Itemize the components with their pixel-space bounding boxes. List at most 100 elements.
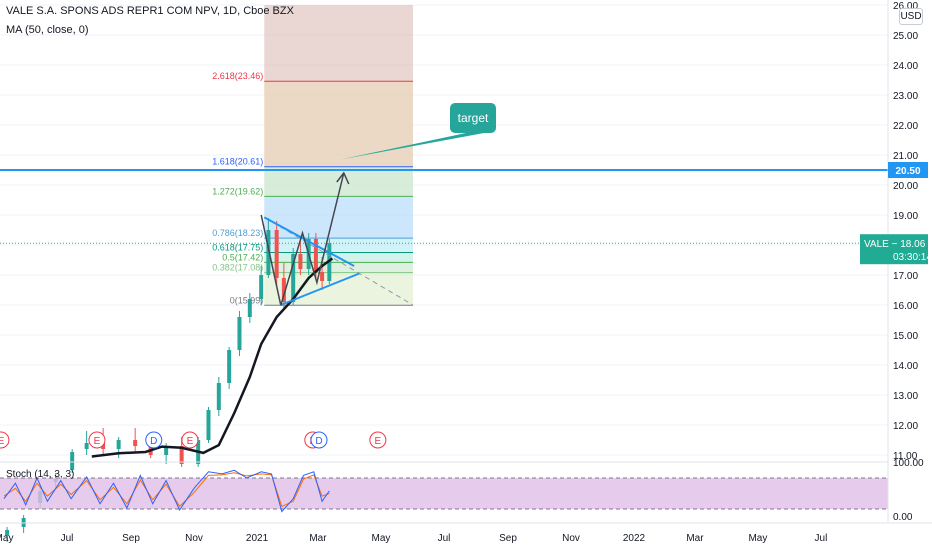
event-marker-label: E <box>375 436 382 447</box>
event-markers: EEDEEDE <box>0 431 387 449</box>
fib-level-label: 2.618(23.46) <box>212 71 263 81</box>
candle-body <box>247 299 252 317</box>
price-tick-label: 16.00 <box>893 301 918 312</box>
candle-body <box>227 350 232 383</box>
time-tick-label: Jul <box>815 533 828 544</box>
candle-body <box>164 446 169 455</box>
price-tick-label: 12.00 <box>893 421 918 432</box>
price-tick-label: 26.00 <box>893 1 918 12</box>
candle-body <box>313 239 318 272</box>
wedge-lower-line <box>280 272 360 306</box>
candle-body <box>281 278 286 302</box>
candle-body <box>266 230 271 275</box>
osc-tick-label: 0.00 <box>893 512 913 523</box>
horizontal-line-drawing <box>0 169 888 244</box>
price-tick-label: 23.00 <box>893 91 918 102</box>
time-tick-label: Mar <box>309 533 327 544</box>
price-labels: 20.50 VALE − 18.06 03:30:14 <box>860 162 932 265</box>
time-tick-label: Mar <box>686 533 704 544</box>
osc-tick-label: 100.00 <box>893 458 924 469</box>
price-tick-label: 25.00 <box>893 31 918 42</box>
price-tick-label: 22.00 <box>893 121 918 132</box>
arrow-head <box>336 171 350 185</box>
price-tick-label: 15.00 <box>893 331 918 342</box>
fib-level-label: 0(15.99) <box>230 295 264 305</box>
time-tick-label: Sep <box>122 533 140 544</box>
fib-level-label: 1.272(19.62) <box>212 186 263 196</box>
candle-body <box>206 410 211 440</box>
event-marker-circle <box>145 431 163 449</box>
event-marker-label: D <box>315 436 322 447</box>
candle-body <box>101 443 106 449</box>
event-marker-circle <box>369 431 387 449</box>
event-marker-label: D <box>150 436 157 447</box>
indicator-title[interactable]: MA (50, close, 0) <box>6 24 89 36</box>
event-marker-circle <box>0 431 10 449</box>
fib-level-label: 0.618(17.75) <box>212 243 263 253</box>
fib-level-label: 1.618(20.61) <box>212 157 263 167</box>
time-tick-label: 2022 <box>623 533 646 544</box>
wedge-upper-line <box>263 216 355 267</box>
event-marker-circle <box>88 431 106 449</box>
stoch-title: Stoch (14, 3, 3) <box>6 469 74 480</box>
time-tick-label: Nov <box>562 533 580 544</box>
last-price-tag <box>860 234 928 265</box>
last-price-countdown: 03:30:14 <box>893 252 932 263</box>
candle-body <box>133 440 138 446</box>
fib-level-label: 0.5(17.42) <box>222 252 263 262</box>
time-tick-label: May <box>372 533 391 544</box>
price-tick-label: 17.00 <box>893 271 918 282</box>
candle-body <box>216 383 221 410</box>
time-tick-label: May <box>748 533 767 544</box>
time-tick-label: 2021 <box>246 533 269 544</box>
candle-body <box>259 275 264 299</box>
candle-body <box>84 443 89 449</box>
candle-body <box>298 254 303 269</box>
hline-price-tag <box>888 162 928 178</box>
projection-path <box>260 172 345 306</box>
currency-button[interactable]: USD <box>899 8 923 25</box>
fib-zone <box>264 81 413 167</box>
background-layer <box>0 4 888 456</box>
time-tick-label: Jul <box>438 533 451 544</box>
candle-body <box>116 440 121 449</box>
stochastic-pane: Stoch (14, 3, 3) <box>0 461 888 513</box>
event-marker-label: E <box>0 436 5 447</box>
callout-pointer <box>340 133 484 160</box>
time-tick-label: Sep <box>499 533 517 544</box>
time-tick-label: Nov <box>185 533 203 544</box>
candle-body <box>237 317 242 350</box>
candle-body <box>291 254 296 302</box>
event-marker-circle <box>181 431 199 449</box>
fib-zone <box>264 5 413 82</box>
price-tick-label: 24.00 <box>893 61 918 72</box>
price-tick-label: 20.00 <box>893 181 918 192</box>
fib-zone <box>264 196 413 239</box>
fib-zone <box>264 272 413 306</box>
fib-zone <box>264 238 413 253</box>
stoch-k-line <box>3 469 330 513</box>
last-price-symbol: VALE − 18.06 <box>864 239 926 250</box>
price-tick-label: 19.00 <box>893 211 918 222</box>
hline-price-text: 20.50 <box>895 166 920 177</box>
fib-level-label: 0.786(18.23) <box>212 228 263 238</box>
candle-body <box>274 230 279 278</box>
callout-box <box>450 103 496 133</box>
event-marker-label: E <box>94 436 101 447</box>
time-tick-label: May <box>0 533 13 544</box>
moving-average-series <box>91 257 334 458</box>
candle-body <box>5 530 10 536</box>
dashed-trend-line <box>264 216 414 306</box>
candle-body <box>70 452 75 470</box>
candle-body <box>179 446 184 464</box>
event-marker-label: E <box>187 436 194 447</box>
price-tick-label: 14.00 <box>893 361 918 372</box>
time-tick-label: Jul <box>61 533 74 544</box>
candle-body <box>320 272 325 281</box>
price-tick-label: 11.00 <box>893 451 918 462</box>
callout-text: target <box>458 111 489 125</box>
price-tick-label: 21.00 <box>893 151 918 162</box>
symbol-title[interactable]: VALE S.A. SPONS ADS REPR1 COM NPV, 1D, C… <box>6 5 294 17</box>
